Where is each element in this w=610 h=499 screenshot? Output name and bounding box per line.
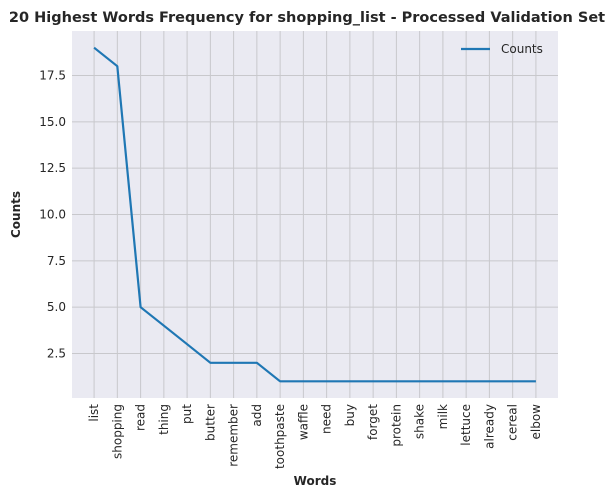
y-tick-label: 10.0 <box>39 208 66 222</box>
x-tick-label: add <box>250 404 264 427</box>
x-tick-label: already <box>482 404 496 449</box>
chart-title: 20 Highest Words Frequency for shopping_… <box>9 10 605 26</box>
x-tick-label: toothpaste <box>273 404 287 469</box>
x-tick-label: thing <box>157 404 171 435</box>
x-tick-label: read <box>134 404 148 431</box>
x-tick-label: forget <box>366 404 380 440</box>
x-axis-label: Words <box>294 474 337 488</box>
y-tick-label: 15.0 <box>39 115 66 129</box>
y-tick-labels: 2.5 5.0 7.5 10.0 12.5 15.0 17.5 <box>39 68 66 360</box>
y-axis-label: Counts <box>9 191 23 238</box>
x-tick-label: elbow <box>529 404 543 440</box>
x-tick-label: put <box>180 404 194 424</box>
y-tick-label: 2.5 <box>47 347 66 361</box>
y-tick-label: 17.5 <box>39 68 66 82</box>
x-tick-label: butter <box>203 404 217 441</box>
legend: Counts <box>461 42 543 56</box>
x-tick-label: list <box>87 404 101 422</box>
series-layer <box>93 46 536 383</box>
x-tick-label: shake <box>413 404 427 439</box>
x-tick-label: waffle <box>296 404 310 440</box>
x-tick-label: lettuce <box>459 404 473 446</box>
y-tick-label: 7.5 <box>47 254 66 268</box>
y-gridlines <box>72 74 558 355</box>
x-tick-label: need <box>320 404 334 434</box>
series-line-counts <box>93 46 536 383</box>
legend-label-counts: Counts <box>501 42 543 56</box>
x-tick-label: buy <box>343 404 357 426</box>
x-gridlines <box>93 31 537 398</box>
y-tick-label: 5.0 <box>47 300 66 314</box>
x-tick-labels: list shopping read thing put butter remember ad… <box>87 404 543 469</box>
x-tick-label: shopping <box>110 404 124 459</box>
x-tick-label: milk <box>436 404 450 429</box>
x-tick-label: remember <box>227 404 241 467</box>
x-tick-label: cereal <box>506 404 520 441</box>
y-tick-label: 12.5 <box>39 161 66 175</box>
x-tick-label: protein <box>389 404 403 447</box>
